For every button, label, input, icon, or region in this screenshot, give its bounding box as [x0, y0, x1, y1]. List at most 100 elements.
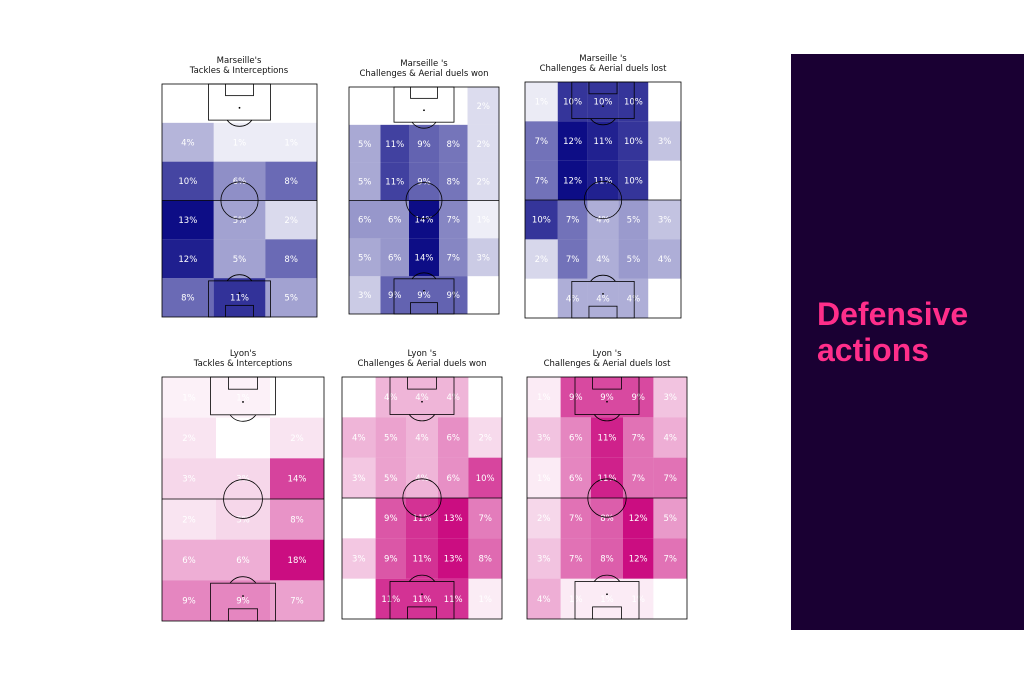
cell-value-label: 8%: [290, 515, 304, 525]
heatmap-cell: [439, 238, 468, 277]
heatmap-cell: [467, 124, 499, 163]
cell-value-label: 11%: [413, 555, 432, 565]
heatmap-cell: [525, 82, 558, 122]
heatmap-cell: [591, 538, 623, 579]
cell-value-label: 11%: [230, 294, 249, 304]
heatmap-cell: [265, 161, 317, 201]
chart-title: Lyon's Tackles & Interceptions: [193, 349, 293, 369]
cell-value-label: 1%: [537, 393, 551, 403]
six-yard-box: [592, 606, 622, 620]
cell-value-label: 18%: [288, 556, 307, 566]
six-yard-box: [407, 606, 437, 620]
cell-value-label: 7%: [663, 555, 677, 565]
chart-title: Marseille's Tackles & Interceptions: [189, 56, 289, 76]
heatmap-cell: [270, 458, 324, 499]
side-panel: [791, 54, 1024, 630]
cell-value-label: 0%: [352, 595, 366, 605]
cell-value-label: 6%: [569, 434, 583, 444]
heatmap-cell: [468, 457, 502, 498]
heatmap-cell: [406, 578, 438, 619]
cell-value-label: 3%: [537, 555, 551, 565]
heatmap-cell: [557, 160, 588, 200]
cell-value-label: 7%: [478, 514, 492, 524]
heatmap-cell: [270, 539, 324, 581]
cell-value-label: 0%: [352, 514, 366, 524]
chart-title: Marseille 's Challenges & Aerial duels w…: [359, 59, 489, 79]
heatmap-cell: [265, 200, 317, 240]
penalty-arc: [229, 414, 257, 422]
penalty-spot: [242, 595, 244, 597]
heatmap-cell: [162, 539, 216, 581]
cell-value-label: 8%: [600, 555, 614, 565]
heatmap-cell: [342, 538, 376, 579]
cell-value-label: 0%: [233, 99, 247, 109]
penalty-arc: [226, 274, 253, 282]
heatmap-cell: [349, 162, 381, 201]
cell-value-label: 8%: [447, 178, 461, 188]
cell-value-label: 12%: [629, 514, 648, 524]
six-yard-box: [228, 608, 258, 622]
penalty-arc: [411, 121, 437, 129]
heatmap-cell: [349, 238, 381, 277]
heatmap-cell: [653, 417, 687, 458]
cell-value-label: 11%: [444, 595, 463, 605]
cell-value-label: 13%: [178, 216, 197, 226]
cell-value-label: 3%: [352, 474, 366, 484]
penalty-arc: [590, 118, 616, 126]
six-yard-box: [228, 376, 258, 390]
cell-value-label: 2%: [477, 178, 491, 188]
cell-value-label: 8%: [181, 294, 195, 304]
cell-value-label: 0%: [417, 102, 431, 112]
heatmap-cell: [648, 121, 681, 161]
heatmap-cell: [162, 417, 216, 459]
cell-value-label: 4%: [627, 294, 641, 304]
cell-value-label: 10%: [476, 474, 495, 484]
heatmap-cell: [438, 538, 469, 579]
heatmap-cell: [560, 377, 591, 418]
cell-value-label: 0%: [447, 102, 461, 112]
heatmap-cell: [349, 200, 381, 239]
heatmap-cell: [623, 498, 654, 539]
cell-value-label: 7%: [631, 474, 645, 484]
cell-value-label: 0%: [663, 595, 677, 605]
penalty-spot: [421, 400, 423, 403]
heatmap-cell: [162, 580, 216, 621]
penalty-spot: [423, 289, 425, 292]
heatmap-cell: [380, 276, 409, 314]
cell-value-label: 0%: [478, 393, 492, 403]
cell-value-label: 3%: [358, 291, 372, 301]
chart-title: Lyon 's Challenges & Aerial duels lost: [543, 349, 671, 369]
penalty-arc: [229, 576, 257, 584]
cell-value-label: 0%: [658, 176, 672, 186]
penalty-arc: [593, 414, 621, 422]
cell-value-label: 7%: [535, 137, 549, 147]
penalty-spot: [238, 292, 241, 295]
heatmap-cell: [162, 278, 214, 317]
cell-value-label: 3%: [537, 434, 551, 444]
cell-value-label: 12%: [563, 176, 582, 186]
six-yard-box: [407, 376, 437, 390]
side-title: Defensive actions: [817, 296, 969, 368]
cell-value-label: 1%: [182, 393, 196, 403]
penalty-spot: [242, 401, 244, 403]
cell-value-label: 5%: [358, 140, 372, 150]
cell-value-label: 2%: [477, 140, 491, 150]
heatmap-cell: [375, 498, 406, 539]
centre-circle: [402, 478, 442, 518]
heatmap-cell: [618, 121, 649, 161]
heatmap-cell: [623, 417, 654, 458]
heatmap-cell: [409, 238, 439, 277]
heatmap-cell: [623, 538, 654, 579]
cell-value-label: 2%: [535, 255, 549, 265]
heatmap-cell: [349, 124, 381, 163]
heatmap-cell: [270, 499, 324, 540]
heatmap-cell: [213, 278, 266, 317]
cell-value-label: 4%: [537, 595, 551, 605]
cell-value-label: 9%: [384, 555, 398, 565]
penalty-arc: [226, 119, 253, 127]
heatmap-cell: [162, 239, 214, 279]
cell-value-label: 3%: [477, 253, 491, 263]
cell-value-label: 11%: [594, 137, 613, 147]
penalty-spot: [421, 593, 423, 596]
cell-value-label: 0%: [388, 102, 402, 112]
